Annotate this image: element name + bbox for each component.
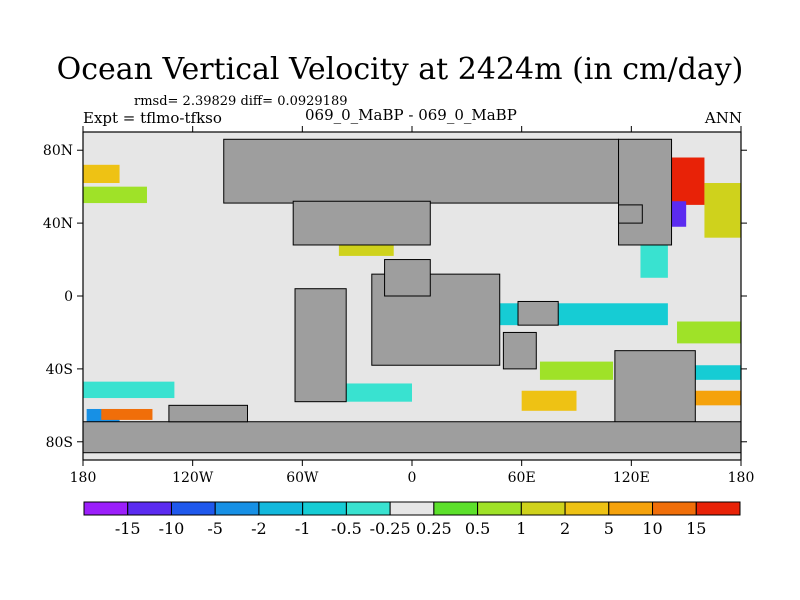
stats-text: rmsd= 2.39829 diff= 0.0929189 [134, 94, 348, 109]
land-southeast-continent [614, 350, 696, 425]
land-north-landmass [223, 138, 620, 204]
anomaly-sw-red [101, 408, 153, 420]
anomaly-east-coast-green [704, 183, 741, 238]
colorbar-label: -10 [159, 519, 185, 538]
land-east-landmass [618, 138, 673, 246]
colorbar-label: -0.5 [331, 519, 362, 538]
y-tick-label: 80S [46, 435, 73, 451]
anomaly-se-orange [695, 390, 741, 406]
colorbar-swatch [564, 501, 610, 516]
colorbar: -15 -10 -5 -2 -1 -0.5 -0.25 0.25 0.5 1 2 5 10 15 [83, 501, 741, 538]
x-tick-label: 120E [613, 470, 650, 486]
anomaly-se-cyan [686, 365, 741, 380]
land-north-landmass-south-lobe [292, 200, 431, 246]
colorbar-swatch [433, 501, 479, 516]
anomaly-nw-green-band [83, 186, 147, 204]
colorbar-swatch [302, 501, 347, 516]
x-tick-label: 180 [70, 470, 97, 486]
colorbar-swatch [214, 501, 260, 516]
land-east-block [517, 300, 559, 326]
colorbar-label: 0.25 [416, 519, 452, 538]
colorbar-swatch [83, 501, 129, 516]
experiment-label: Expt = tflmo-tfkso [83, 109, 222, 127]
anomaly-south-yellow [521, 390, 577, 411]
x-tick-label: 60W [286, 470, 319, 486]
anomaly-east-coast-blue [667, 201, 687, 227]
colorbar-label: 2 [560, 519, 570, 538]
colorbar-label: -1 [295, 519, 311, 538]
map-title: Ocean Vertical Velocity at 2424m (in cm/… [56, 52, 744, 87]
colorbar-swatch [389, 501, 435, 516]
colorbar-swatch [520, 501, 566, 516]
land-east-block-2 [502, 331, 537, 370]
land-west-continent [294, 288, 347, 403]
anomaly-nw-upper-band [83, 164, 120, 184]
colorbar-swatch [652, 501, 697, 516]
colorbar-swatch [258, 501, 304, 516]
x-tick-label: 120W [172, 470, 214, 486]
x-tick-label: 180 [728, 470, 755, 486]
colorbar-label: -5 [207, 519, 223, 538]
colorbar-swatch [695, 501, 741, 516]
anomaly-sw-cyan [83, 381, 175, 399]
colorbar-label: 0.5 [465, 519, 490, 538]
anomaly-eq-green-east [677, 321, 741, 344]
x-tick-label: 60E [508, 470, 536, 486]
land-southern-strip [82, 421, 742, 454]
land-central-continent-neck [384, 259, 431, 297]
anomaly-east-coast-red [667, 157, 705, 205]
anomaly-eq-cyan [485, 303, 668, 326]
colorbar-label: 1 [516, 519, 526, 538]
y-tick-label: 40N [43, 216, 73, 232]
x-tick-label: 0 [408, 470, 417, 486]
y-tick-label: 40S [46, 362, 73, 378]
colorbar-swatch [127, 501, 172, 516]
season-label: ANN [704, 109, 742, 127]
colorbar-label: 15 [686, 519, 706, 538]
land-east-landmass-coast [618, 204, 643, 224]
map-panel: 180 120W 60W 0 60E 120E 180 80N 40N 0 40S 80S [43, 126, 754, 486]
colorbar-swatch [477, 501, 522, 516]
y-tick-label: 0 [64, 289, 73, 305]
colorbar-swatch [170, 501, 216, 516]
anomaly-south-indian-green [539, 361, 614, 380]
cases-label: 069_0_MaBP - 069_0_MaBP [305, 106, 517, 124]
colorbar-label: -0.25 [370, 519, 411, 538]
colorbar-label: 10 [642, 519, 662, 538]
colorbar-swatch [345, 501, 391, 516]
colorbar-label: 5 [604, 519, 614, 538]
y-tick-label: 80N [43, 143, 73, 159]
land-southern-strip-bump [168, 404, 248, 423]
colorbar-label: -2 [251, 519, 267, 538]
colorbar-label: -15 [115, 519, 141, 538]
colorbar-swatch [608, 501, 654, 516]
